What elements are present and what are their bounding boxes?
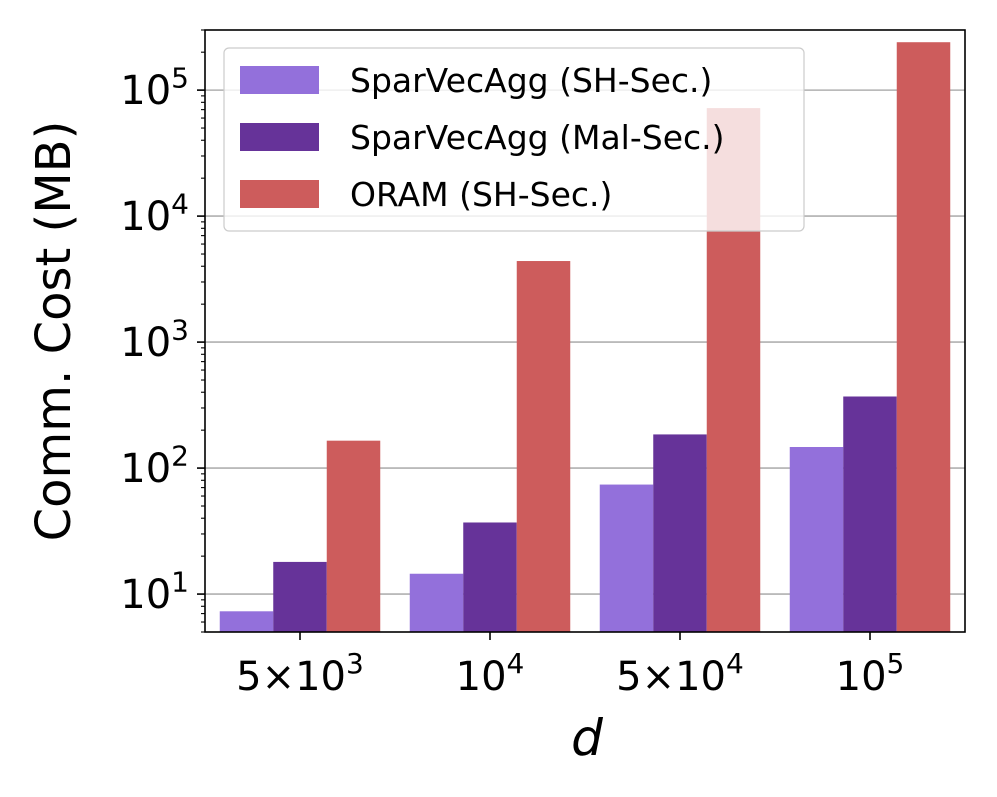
- x-tick-label: 104: [456, 647, 525, 700]
- bar: [326, 440, 381, 632]
- bar: [273, 561, 327, 632]
- y-tick-label: 102: [120, 439, 189, 492]
- legend-box: [223, 47, 805, 232]
- x-tick-label: 105: [836, 647, 905, 700]
- bar: [843, 396, 897, 632]
- legend-label: SparVecAgg (Mal-Sec.): [350, 118, 725, 157]
- y-tick-label: 101: [120, 565, 189, 618]
- x-axis-label: d: [571, 709, 603, 767]
- legend-label: ORAM (SH-Sec.): [350, 175, 612, 214]
- legend-label: SparVecAgg (SH-Sec.): [350, 61, 712, 100]
- y-axis: 101 102 103 104 105: [120, 29, 205, 633]
- bar: [896, 42, 951, 632]
- x-tick-label: 5×103: [236, 647, 364, 700]
- bar: [409, 573, 464, 632]
- legend-swatch: [240, 180, 319, 208]
- bar: [789, 447, 844, 632]
- bar: [653, 434, 707, 632]
- y-tick-label: 105: [120, 61, 189, 114]
- x-axis: 5×103 104 5×104 105: [236, 632, 904, 700]
- y-tick-label: 103: [120, 313, 189, 366]
- bar: [463, 522, 517, 632]
- legend-swatch: [240, 66, 319, 94]
- bar: [516, 261, 571, 632]
- bar: [219, 611, 274, 632]
- y-axis-label: Comm. Cost (MB): [26, 121, 82, 542]
- plot-frame: [204, 29, 966, 633]
- x-tick-label: 5×104: [616, 647, 744, 700]
- y-tick-label: 104: [120, 187, 189, 240]
- bar: [599, 484, 654, 632]
- legend-swatch: [240, 123, 319, 151]
- legend[interactable]: SparVecAgg (SH-Sec.) SparVecAgg (Mal-Sec.…: [223, 47, 805, 232]
